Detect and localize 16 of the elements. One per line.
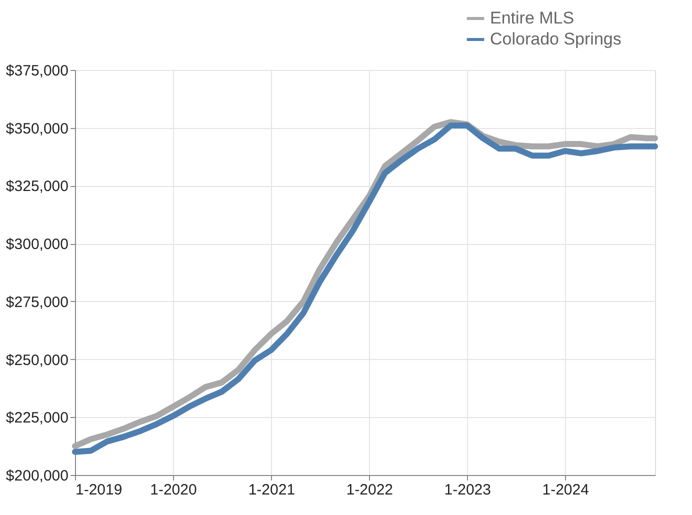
x-tick-label: 1-2019	[76, 482, 122, 498]
x-tick-label: 1-2020	[150, 482, 197, 498]
y-tick-label: $225,000	[6, 410, 68, 427]
y-tick-label: $275,000	[6, 294, 68, 311]
x-tick-label: 1-2024	[542, 482, 589, 498]
y-tick-label: $325,000	[6, 178, 68, 196]
x-tick-label: 1-2022	[346, 482, 394, 498]
y-tick-label: $350,000	[6, 120, 68, 138]
y-tick-label: $250,000	[6, 352, 68, 369]
x-tick-label: 1-2021	[248, 482, 296, 498]
legend-label: Colorado Springs	[490, 30, 622, 48]
x-tick-label: 1-2023	[444, 482, 491, 498]
y-tick-label: $375,000	[6, 62, 68, 80]
y-tick-label: $200,000	[6, 468, 68, 484]
legend-label: Entire MLS	[490, 8, 574, 28]
y-tick-label: $300,000	[6, 236, 68, 254]
